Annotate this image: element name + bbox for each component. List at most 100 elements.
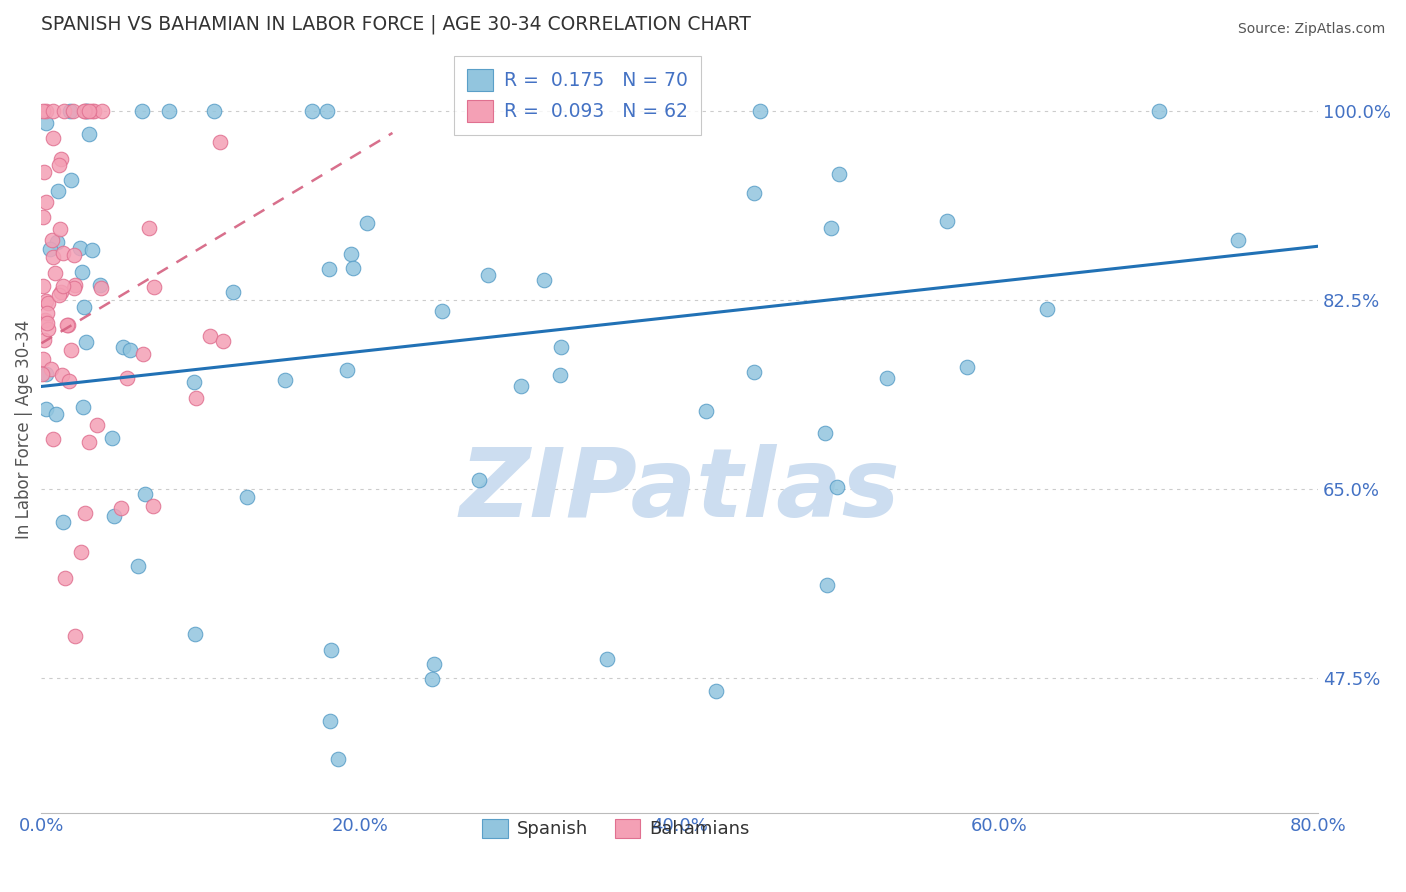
Point [48,157,70,171]
Point [49,285,72,299]
Point [82,104,104,119]
Point [42,433,65,447]
Point [35,104,58,119]
Point [198,328,221,343]
Point [56,318,79,333]
Point [1036,301,1059,316]
Point [318,262,340,277]
Point [222,285,245,299]
Point [596,652,619,666]
Point [63,628,86,642]
Point [42,250,65,264]
Point [53,571,76,585]
Point [744,186,766,201]
Point [31,367,53,381]
Point [142,499,165,513]
Point [52,515,75,529]
Point [73,506,96,520]
Point [301,104,323,119]
Point [134,487,156,501]
Point [32,104,55,119]
Point [319,643,342,657]
Point [184,626,207,640]
Point [704,684,727,698]
Point [63,248,86,262]
Point [32,278,55,293]
Text: Source: ZipAtlas.com: Source: ZipAtlas.com [1237,22,1385,37]
Point [115,371,138,385]
Point [73,104,96,119]
Point [73,300,96,314]
Point [52,278,75,293]
Point [48,288,70,302]
Point [35,367,58,381]
Point [936,213,959,227]
Point [34,313,56,327]
Point [157,104,180,119]
Point [35,402,58,417]
Point [37,295,59,310]
Text: ZIPatlas: ZIPatlas [460,444,900,537]
Point [101,431,124,445]
Point [39,362,62,376]
Point [59,104,82,119]
Point [44,266,66,280]
Point [32,210,55,224]
Point [468,473,491,487]
Point [336,363,359,377]
Point [82,243,104,257]
Point [62,104,84,119]
Point [142,279,165,293]
Point [208,135,231,149]
Point [41,233,63,247]
Point [75,334,97,349]
Point [814,425,837,440]
Point [315,104,337,119]
Point [37,322,59,336]
Point [127,559,149,574]
Point [35,195,58,210]
Point [77,434,100,449]
Point [548,368,571,382]
Point [63,281,86,295]
Point [420,673,443,687]
Point [76,104,98,119]
Point [53,104,76,119]
Point [70,265,93,279]
Point [340,246,363,260]
Point [86,418,108,433]
Point [90,281,112,295]
Point [39,242,62,256]
Point [35,116,58,130]
Point [132,347,155,361]
Point [41,130,63,145]
Point [52,246,75,260]
Point [423,657,446,671]
Point [748,104,770,119]
Point [274,373,297,387]
Legend: Spanish, Bahamians: Spanish, Bahamians [475,812,756,846]
Point [51,152,73,166]
Point [59,343,82,357]
Point [956,360,979,375]
Point [73,104,96,119]
Point [118,343,141,357]
Point [77,104,100,119]
Point [49,222,72,236]
Point [35,306,58,320]
Point [58,374,80,388]
Point [70,545,93,559]
Point [1147,104,1170,119]
Point [202,104,225,119]
Text: SPANISH VS BAHAMIAN IN LABOR FORCE | AGE 30-34 CORRELATION CHART: SPANISH VS BAHAMIAN IN LABOR FORCE | AGE… [41,15,751,35]
Point [32,352,55,367]
Point [326,752,349,766]
Point [83,104,105,119]
Y-axis label: In Labor Force | Age 30-34: In Labor Force | Age 30-34 [15,320,32,540]
Point [112,340,135,354]
Point [110,501,132,516]
Point [1227,233,1250,247]
Point [212,334,235,348]
Point [56,318,79,332]
Point [550,340,572,354]
